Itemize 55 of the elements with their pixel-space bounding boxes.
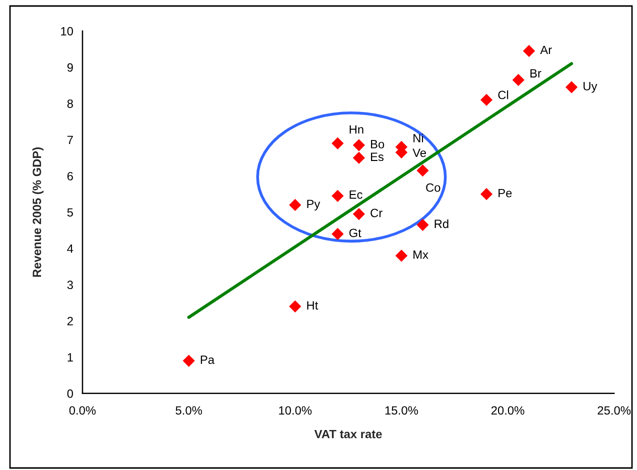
y-axis-title: Revenue 2005 (% GDP) [32, 147, 44, 277]
annotation: Mx [414, 250, 428, 259]
annotation: Br [530, 69, 542, 78]
annotation: Pa [200, 356, 215, 364]
annotation: Hn [350, 125, 364, 134]
point [289, 300, 302, 312]
annotation: Py [307, 200, 320, 211]
point [332, 137, 344, 150]
point [522, 44, 536, 58]
y-tick-label: 0 [67, 389, 73, 398]
y-tick-label: 6 [67, 172, 73, 180]
annotation: Ni [414, 134, 424, 142]
x-tick-label: 20.0% [491, 406, 524, 415]
annotation: Pe [498, 188, 512, 198]
point [332, 228, 344, 240]
y-tick-label: 1 [68, 353, 73, 362]
y-tick-label: 4 [67, 244, 74, 253]
annotation: Es [371, 152, 384, 162]
x-tick-label: 5.0% [176, 406, 202, 415]
point [395, 250, 408, 262]
y-tick-label: 8 [67, 99, 73, 108]
x-axis-title: VAT tax rate [314, 430, 382, 438]
annotation: Ht [307, 301, 318, 310]
point [182, 354, 195, 367]
annotation: Bo [371, 140, 384, 148]
annotation: Co [426, 183, 440, 192]
point [416, 164, 429, 177]
point [352, 139, 365, 152]
annotation: Cl [498, 90, 508, 100]
point [480, 188, 493, 200]
point [352, 208, 365, 220]
x-tick-label: 0.0% [69, 406, 96, 415]
annotation: Cr [370, 208, 382, 218]
y-tick-label: 2 [67, 316, 73, 326]
point [416, 218, 429, 231]
y-tick-label: 5 [67, 208, 73, 217]
point [565, 81, 578, 94]
point [289, 198, 302, 212]
y-tick-label: 7 [67, 136, 73, 144]
annotation: Rd [434, 219, 448, 228]
x-tick-label: 15.0% [385, 406, 418, 415]
y-tick-label: 10 [61, 27, 73, 36]
point [352, 152, 365, 164]
annotation: Uy [584, 82, 598, 93]
annotation: Ve [412, 148, 426, 158]
y-tick-label: 3 [67, 280, 73, 290]
x-tick-label: 25.0% [598, 406, 631, 415]
point [332, 190, 344, 202]
point [512, 74, 524, 86]
annotation: Ar [540, 46, 552, 54]
y-tick-label: 9 [67, 63, 73, 72]
annotation: Gt [349, 228, 362, 238]
x-tick-label: 10.0% [279, 406, 312, 415]
point [480, 94, 493, 106]
annotation: Ec [350, 190, 362, 199]
